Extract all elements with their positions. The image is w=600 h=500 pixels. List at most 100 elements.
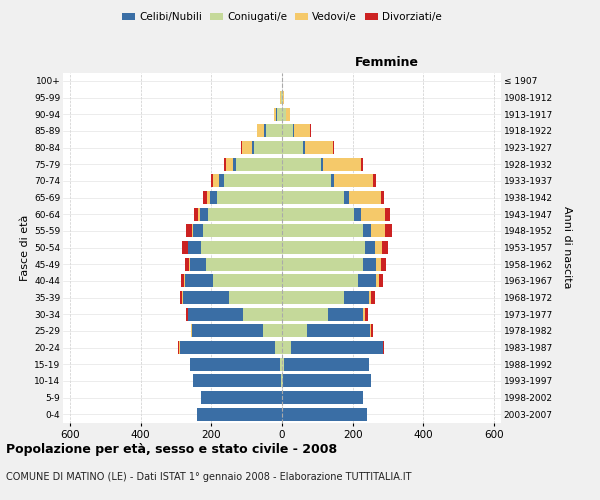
Bar <box>188 241 201 254</box>
Bar <box>282 408 367 420</box>
Bar <box>282 291 344 304</box>
Bar <box>178 341 179 354</box>
Bar <box>283 91 284 104</box>
Bar <box>344 191 349 204</box>
Bar <box>207 191 210 204</box>
Bar <box>263 324 282 338</box>
Bar <box>333 141 334 154</box>
Bar <box>210 191 217 204</box>
Bar <box>323 158 361 170</box>
Bar <box>382 241 388 254</box>
Bar <box>179 291 182 304</box>
Bar <box>211 174 214 188</box>
Bar <box>293 124 295 138</box>
Bar <box>236 158 282 170</box>
Text: Femmine: Femmine <box>355 56 419 69</box>
Bar <box>376 258 381 270</box>
Bar <box>241 141 242 154</box>
Bar <box>282 241 365 254</box>
Bar <box>286 108 290 120</box>
Bar <box>182 291 183 304</box>
Bar <box>282 158 321 170</box>
Bar <box>291 341 383 354</box>
Bar <box>266 124 282 138</box>
Bar <box>224 174 282 188</box>
Bar <box>363 308 365 320</box>
Bar <box>361 158 363 170</box>
Bar <box>242 141 253 154</box>
Bar <box>284 358 368 370</box>
Bar <box>186 224 191 237</box>
Bar <box>219 174 224 188</box>
Bar <box>307 324 370 338</box>
Bar <box>380 191 384 204</box>
Bar <box>181 274 184 287</box>
Bar <box>203 224 282 237</box>
Bar <box>365 308 368 320</box>
Bar <box>197 408 282 420</box>
Bar <box>385 208 390 220</box>
Bar <box>358 274 376 287</box>
Bar <box>282 174 331 188</box>
Bar <box>349 191 380 204</box>
Bar <box>375 241 382 254</box>
Bar <box>191 224 193 237</box>
Bar <box>217 191 282 204</box>
Bar <box>226 158 233 170</box>
Bar <box>282 208 355 220</box>
Bar <box>182 241 188 254</box>
Legend: Celibi/Nubili, Coniugati/e, Vedovi/e, Divorziati/e: Celibi/Nubili, Coniugati/e, Vedovi/e, Di… <box>118 8 446 26</box>
Bar <box>334 174 373 188</box>
Bar <box>282 358 284 370</box>
Bar <box>190 358 280 370</box>
Bar <box>185 274 213 287</box>
Bar <box>295 124 310 138</box>
Bar <box>376 274 379 287</box>
Bar <box>265 124 266 138</box>
Bar <box>385 224 392 237</box>
Bar <box>344 291 368 304</box>
Bar <box>355 208 361 220</box>
Bar <box>224 158 226 170</box>
Text: COMUNE DI MATINO (LE) - Dati ISTAT 1° gennaio 2008 - Elaborazione TUTTITALIA.IT: COMUNE DI MATINO (LE) - Dati ISTAT 1° ge… <box>6 472 412 482</box>
Bar <box>194 208 198 220</box>
Bar <box>371 291 375 304</box>
Bar <box>280 358 282 370</box>
Bar <box>179 341 275 354</box>
Bar <box>214 174 219 188</box>
Bar <box>371 324 373 338</box>
Bar <box>282 91 283 104</box>
Bar <box>200 208 208 220</box>
Bar <box>229 291 282 304</box>
Bar <box>361 208 385 220</box>
Bar <box>282 141 303 154</box>
Bar <box>305 141 333 154</box>
Bar <box>282 324 307 338</box>
Bar <box>201 391 282 404</box>
Bar <box>191 324 192 338</box>
Bar <box>188 308 243 320</box>
Bar <box>206 258 282 270</box>
Bar <box>331 174 334 188</box>
Bar <box>185 258 190 270</box>
Bar <box>253 141 254 154</box>
Bar <box>183 291 229 304</box>
Bar <box>274 108 276 120</box>
Bar <box>243 308 282 320</box>
Bar <box>186 308 188 320</box>
Bar <box>373 174 376 188</box>
Bar <box>282 274 358 287</box>
Bar <box>381 258 386 270</box>
Bar <box>208 208 282 220</box>
Bar <box>282 191 344 204</box>
Bar <box>193 224 203 237</box>
Bar <box>275 341 282 354</box>
Bar <box>281 91 282 104</box>
Bar <box>368 291 371 304</box>
Bar <box>328 308 363 320</box>
Bar <box>277 108 282 120</box>
Bar <box>184 274 185 287</box>
Bar <box>233 158 236 170</box>
Bar <box>363 224 371 237</box>
Bar <box>363 258 376 270</box>
